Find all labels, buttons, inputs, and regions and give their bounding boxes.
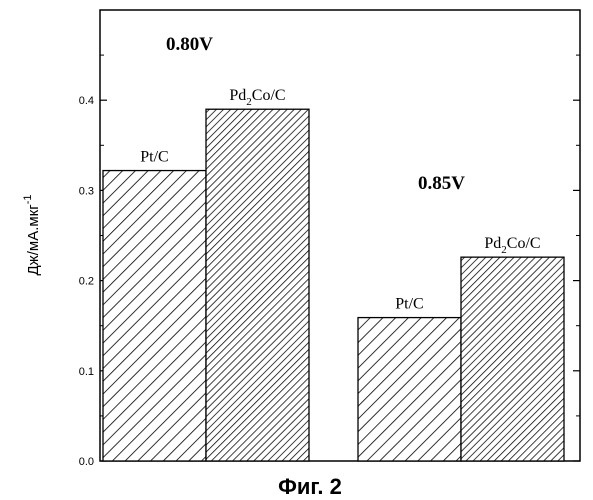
figure-caption: Фиг. 2 — [278, 474, 342, 499]
y-tick-label: 0.3 — [79, 185, 94, 197]
y-tick-label: 0.0 — [79, 456, 94, 468]
bar-label: Pd2Co/C — [484, 235, 540, 256]
bar — [206, 109, 309, 461]
y-axis-label: Дж/мА.мкг-1 — [22, 195, 42, 276]
bar — [461, 257, 564, 461]
y-tick-label: 0.4 — [79, 95, 94, 107]
bar-label: Pd2Co/C — [229, 87, 285, 108]
bar-label: Pt/C — [140, 149, 168, 166]
y-tick-label: 0.2 — [79, 276, 94, 288]
bars — [103, 109, 564, 461]
y-tick-label: 0.1 — [79, 366, 94, 378]
bar — [358, 318, 461, 461]
bar — [103, 171, 206, 461]
group-label: 0.80V — [166, 34, 213, 55]
group-label: 0.85V — [418, 173, 465, 194]
bar-label: Pt/C — [395, 296, 423, 313]
